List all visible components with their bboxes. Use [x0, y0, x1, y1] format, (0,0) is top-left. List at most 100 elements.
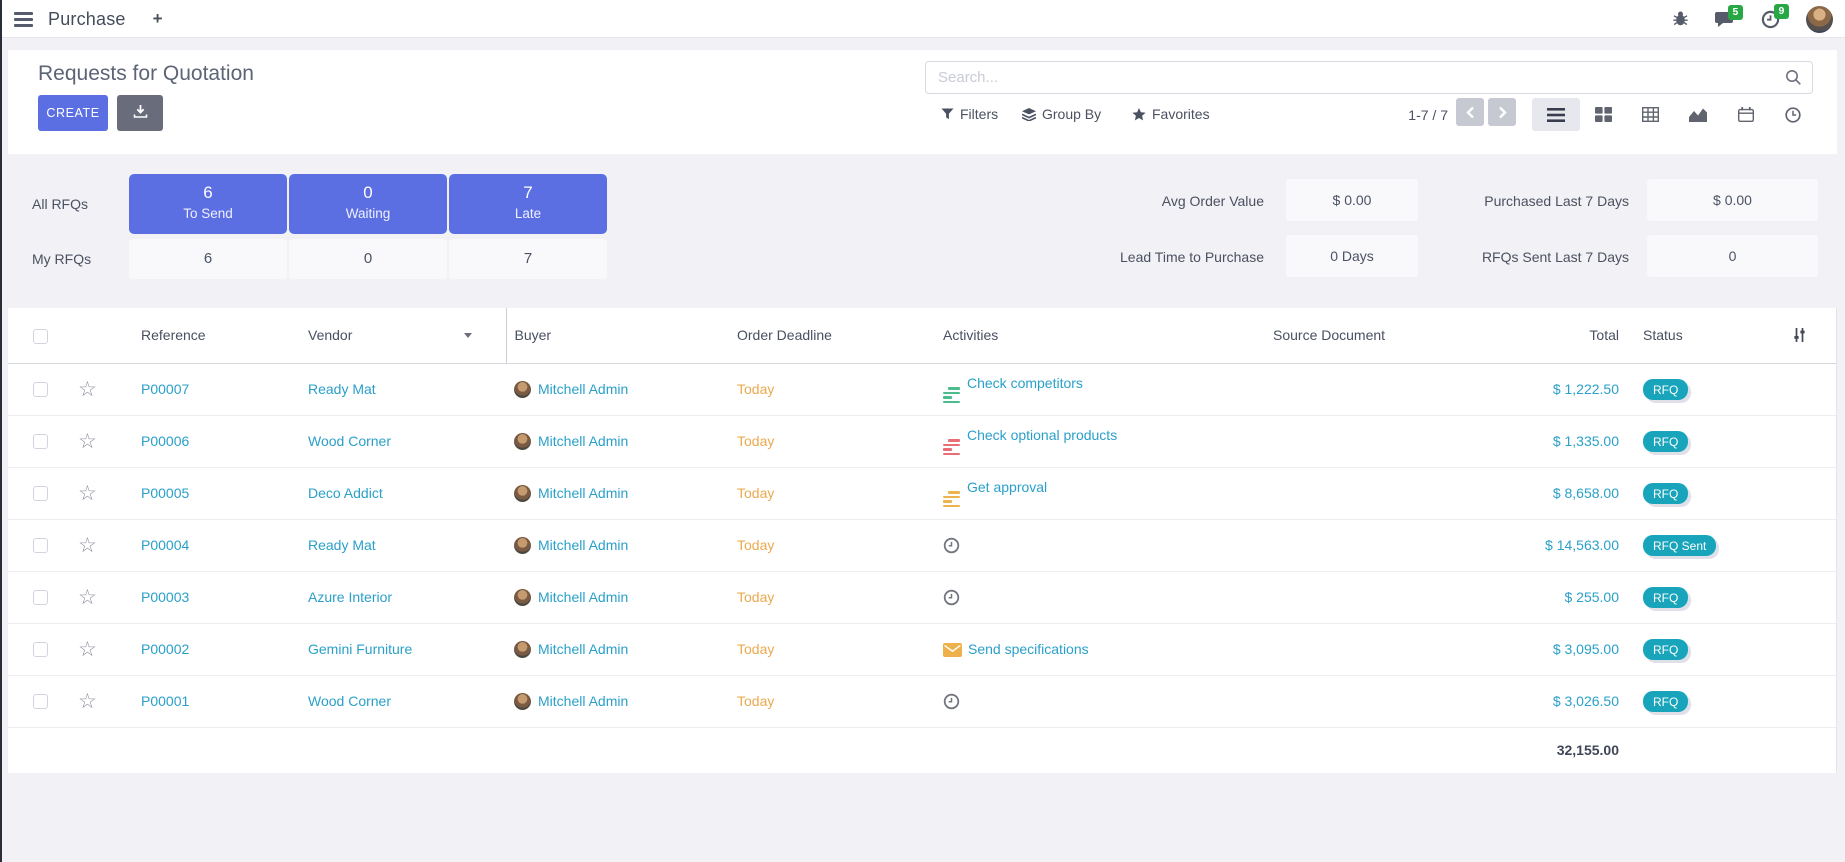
buyer-link[interactable]: Mitchell Admin	[538, 536, 629, 553]
favorite-star-icon[interactable]: ☆	[78, 429, 97, 453]
row-checkbox[interactable]	[33, 642, 48, 658]
table-row[interactable]: ☆ P00004 Ready Mat Mitchell Admin Today …	[8, 519, 1837, 572]
vendor-link[interactable]: Gemini Furniture	[308, 641, 413, 657]
vendor-link[interactable]: Azure Interior	[308, 589, 393, 605]
export-button[interactable]	[117, 95, 163, 131]
table-row[interactable]: ☆ P00001 Wood Corner Mitchell Admin Toda…	[8, 675, 1837, 728]
row-checkbox[interactable]	[33, 590, 48, 606]
kpi-value[interactable]: 0	[1647, 235, 1818, 277]
select-all-checkbox[interactable]	[33, 328, 48, 344]
favorite-star-icon[interactable]: ☆	[78, 689, 97, 713]
new-tab-plus-icon[interactable]: +	[152, 9, 163, 28]
column-header-reference[interactable]: Reference	[104, 308, 300, 364]
activity-clock-icon[interactable]: 9	[1761, 3, 1789, 29]
row-checkbox[interactable]	[33, 486, 48, 502]
column-header-vendor[interactable]: Vendor	[300, 308, 507, 364]
buyer-link[interactable]: Mitchell Admin	[538, 380, 629, 397]
favorite-star-icon[interactable]: ☆	[78, 585, 97, 609]
calendar-view-button[interactable]	[1722, 98, 1770, 131]
favorites-button[interactable]: Favorites	[1132, 104, 1210, 124]
row-checkbox[interactable]	[33, 382, 48, 398]
clock-icon[interactable]	[943, 589, 960, 606]
create-button[interactable]: CREATE	[38, 95, 108, 131]
buyer-avatar	[514, 588, 531, 606]
column-header-order-deadline[interactable]: Order Deadline	[729, 308, 935, 364]
bug-icon[interactable]	[1672, 11, 1689, 27]
app-name[interactable]: Purchase	[48, 8, 126, 29]
kpi-value[interactable]: $ 0.00	[1647, 179, 1818, 221]
menu-icon[interactable]	[14, 11, 33, 27]
buyer-link[interactable]: Mitchell Admin	[538, 432, 629, 449]
dashboard-card-my[interactable]: 6	[129, 239, 287, 279]
activity-link[interactable]: Check optional products	[967, 426, 1118, 443]
buyer-link[interactable]: Mitchell Admin	[538, 484, 629, 501]
search-icon[interactable]	[1785, 69, 1802, 91]
buyer-link[interactable]: Mitchell Admin	[538, 640, 629, 657]
dashboard-card-all[interactable]: 6 To Send	[129, 174, 287, 234]
filters-button[interactable]: Filters	[941, 104, 998, 124]
pivot-view-button[interactable]	[1627, 98, 1675, 131]
row-checkbox[interactable]	[33, 538, 48, 554]
table-row[interactable]: ☆ P00005 Deco Addict Mitchell Admin Toda…	[8, 467, 1837, 520]
vendor-link[interactable]: Wood Corner	[308, 693, 392, 709]
activity-link[interactable]: Send specifications	[968, 641, 1089, 657]
vendor-link[interactable]: Wood Corner	[308, 433, 392, 449]
clock-icon[interactable]	[943, 537, 960, 554]
envelope-icon[interactable]	[943, 643, 962, 657]
pager-next-button[interactable]	[1488, 98, 1516, 126]
graph-view-button[interactable]	[1675, 98, 1723, 131]
group-by-button[interactable]: Group By	[1022, 104, 1101, 124]
vendor-link[interactable]: Deco Addict	[308, 485, 383, 501]
activity-list-icon[interactable]	[943, 387, 960, 404]
reference-link[interactable]: P00006	[141, 433, 190, 449]
column-header-buyer[interactable]: Buyer	[506, 308, 729, 364]
column-header-source-document[interactable]: Source Document	[1265, 308, 1515, 364]
favorite-star-icon[interactable]: ☆	[78, 377, 97, 401]
user-avatar[interactable]	[1806, 5, 1833, 33]
reference-link[interactable]: P00005	[141, 485, 190, 501]
dashboard-card-my[interactable]: 7	[449, 239, 607, 279]
status-badge: RFQ	[1643, 586, 1689, 608]
favorite-star-icon[interactable]: ☆	[78, 533, 97, 557]
vendor-link[interactable]: Ready Mat	[308, 537, 376, 553]
activity-list-icon[interactable]	[943, 439, 960, 456]
dashboard-card-all[interactable]: 0 Waiting	[289, 174, 447, 234]
pager-previous-button[interactable]	[1456, 98, 1484, 126]
table-row[interactable]: ☆ P00002 Gemini Furniture Mitchell Admin…	[8, 623, 1837, 676]
reference-link[interactable]: P00002	[141, 641, 190, 657]
reference-link[interactable]: P00001	[141, 693, 190, 709]
buyer-link[interactable]: Mitchell Admin	[538, 692, 629, 709]
clock-icon[interactable]	[943, 693, 960, 710]
favorite-star-icon[interactable]: ☆	[78, 637, 97, 661]
buyer-link[interactable]: Mitchell Admin	[538, 588, 629, 605]
activity-link[interactable]: Get approval	[967, 478, 1048, 495]
reference-link[interactable]: P00003	[141, 589, 190, 605]
reference-link[interactable]: P00004	[141, 537, 190, 553]
row-checkbox[interactable]	[33, 434, 48, 450]
kpi-value[interactable]: 0 Days	[1286, 235, 1418, 277]
activity-list-icon[interactable]	[943, 491, 960, 508]
table-row[interactable]: ☆ P00006 Wood Corner Mitchell Admin Toda…	[8, 415, 1837, 468]
vendor-link[interactable]: Ready Mat	[308, 381, 376, 397]
status-badge: RFQ	[1643, 638, 1689, 660]
column-header-total[interactable]: Total	[1515, 308, 1619, 364]
activity-view-button[interactable]	[1770, 98, 1818, 131]
search-input[interactable]	[925, 61, 1813, 94]
column-header-status[interactable]: Status	[1619, 308, 1749, 364]
dashboard-card-all[interactable]: 7 Late	[449, 174, 607, 234]
dashboard-card-my[interactable]: 0	[289, 239, 447, 279]
optional-columns-icon[interactable]	[1792, 327, 1807, 346]
buyer-avatar	[514, 432, 531, 450]
page-title: Requests for Quotation	[38, 62, 254, 85]
reference-link[interactable]: P00007	[141, 381, 190, 397]
activity-link[interactable]: Check competitors	[967, 374, 1083, 391]
favorite-star-icon[interactable]: ☆	[78, 481, 97, 505]
kanban-view-button[interactable]	[1580, 98, 1628, 131]
row-checkbox[interactable]	[33, 694, 48, 710]
list-view-button[interactable]	[1532, 98, 1580, 131]
table-row[interactable]: ☆ P00003 Azure Interior Mitchell Admin T…	[8, 571, 1837, 624]
kpi-value[interactable]: $ 0.00	[1286, 179, 1418, 221]
column-header-activities[interactable]: Activities	[935, 308, 1265, 364]
messages-icon[interactable]: 5	[1715, 4, 1743, 28]
table-row[interactable]: ☆ P00007 Ready Mat Mitchell Admin Today …	[8, 363, 1837, 416]
